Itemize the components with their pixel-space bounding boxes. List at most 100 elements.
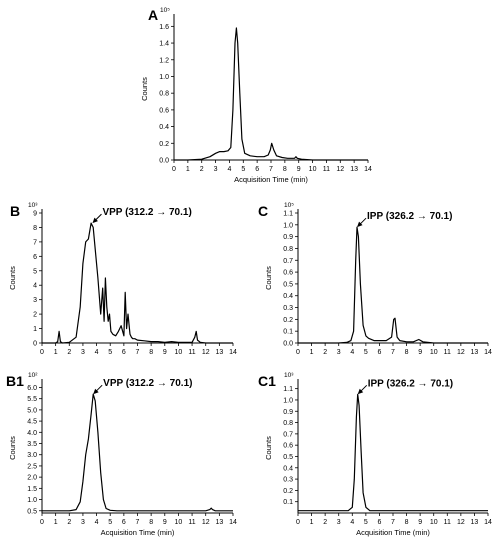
y-tick-label: 6	[33, 254, 37, 261]
y-tick-label: 1.0	[283, 397, 293, 404]
chart-panel-b1: 0 1 2 3 4 5 6 7 8 9 10 11 12 13 140.51.01.52.02.53.03.…	[6, 372, 237, 537]
x-tick-label: 2	[200, 166, 204, 173]
chart-panel-c: 0 1 2 3 4 5 6 7 8 9 10 11 12 13 140.00.10.20.30.40.50.…	[258, 202, 492, 356]
x-tick-label: 3	[81, 349, 85, 356]
y-tick-label: 0.5	[27, 508, 37, 515]
x-tick-label: 7	[391, 519, 395, 526]
annotation-label: VPP (312.2 → 70.1)	[102, 207, 191, 218]
x-tick-label: 9	[163, 519, 167, 526]
x-tick-label: 8	[405, 349, 409, 356]
x-tick-label: 3	[337, 349, 341, 356]
x-tick-label: 4	[227, 166, 231, 173]
x-tick-label: 5	[241, 166, 245, 173]
x-tick-label: 13	[350, 166, 358, 173]
y-tick-label: 1.0	[27, 497, 37, 504]
y-exponent: 10³	[28, 202, 38, 209]
y-tick-label: 0.8	[283, 420, 293, 427]
x-tick-label: 13	[471, 349, 479, 356]
annotation-label: VPP (312.2 → 70.1)	[103, 378, 192, 389]
y-tick-label: 0.6	[159, 107, 169, 114]
y-tick-label: 0.2	[283, 317, 293, 324]
x-tick-label: 1	[310, 349, 314, 356]
y-axis-label: Counts	[8, 266, 17, 290]
y-exponent: 10²	[28, 372, 38, 379]
annotation-arrowhead	[357, 388, 364, 395]
y-tick-label: 0.4	[159, 124, 169, 131]
y-tick-label: 0.2	[283, 488, 293, 495]
x-tick-label: 5	[108, 349, 112, 356]
y-tick-label: 1.5	[27, 486, 37, 493]
x-tick-label: 14	[229, 519, 237, 526]
y-tick-label: 0.9	[283, 409, 293, 416]
x-tick-label: 13	[471, 519, 479, 526]
y-tick-label: 0.2	[159, 141, 169, 148]
y-axis-label: Counts	[8, 436, 17, 460]
x-tick-label: 11	[188, 349, 195, 356]
y-tick-label: 2.0	[27, 475, 37, 482]
x-tick-label: 10	[430, 349, 438, 356]
y-tick-label: 0.5	[283, 454, 293, 461]
y-tick-label: 0.4	[283, 465, 293, 472]
y-tick-label: 1.1	[283, 211, 293, 218]
y-tick-label: 0.3	[283, 305, 293, 312]
y-tick-label: 6.0	[27, 385, 37, 392]
x-tick-label: 12	[336, 166, 344, 173]
y-axis-label: Counts	[264, 436, 273, 460]
x-tick-label: 0	[296, 519, 300, 526]
x-tick-label: 1	[310, 519, 314, 526]
x-tick-label: 13	[215, 519, 223, 526]
x-tick-label: 14	[229, 349, 237, 356]
y-tick-label: 0.4	[283, 293, 293, 300]
chart-panel-c1: 0 1 2 3 4 5 6 7 8 9 10 11 12 13 140.10.20.30.40.50.60.…	[258, 372, 492, 537]
x-tick-label: 8	[283, 166, 287, 173]
x-tick-label: 6	[122, 519, 126, 526]
y-tick-label: 0.3	[283, 477, 293, 484]
y-tick-label: 0.6	[283, 270, 293, 277]
y-tick-label: 0.8	[159, 91, 169, 98]
x-tick-label: 9	[418, 519, 422, 526]
x-tick-label: 4	[350, 519, 354, 526]
x-tick-label: 11	[323, 166, 330, 173]
y-tick-label: 4	[33, 283, 37, 290]
y-tick-label: 1.2	[159, 57, 169, 64]
x-tick-label: 6	[377, 349, 381, 356]
x-tick-label: 2	[67, 349, 71, 356]
y-tick-label: 0	[33, 341, 37, 348]
y-tick-label: 3.5	[27, 441, 37, 448]
y-tick-label: 0.9	[283, 234, 293, 241]
y-tick-label: 5	[33, 268, 37, 275]
x-tick-label: 2	[67, 519, 71, 526]
x-tick-label: 11	[188, 519, 195, 526]
x-tick-label: 9	[297, 166, 301, 173]
x-tick-label: 5	[364, 349, 368, 356]
chromatogram-trace	[298, 226, 488, 344]
y-tick-label: 4.5	[27, 419, 37, 426]
x-tick-label: 0	[40, 519, 44, 526]
x-tick-label: 10	[175, 349, 183, 356]
y-tick-label: 1.0	[159, 74, 169, 81]
x-tick-label: 6	[377, 519, 381, 526]
x-tick-label: 0	[40, 349, 44, 356]
y-axis-label: Counts	[264, 266, 273, 290]
x-tick-label: 14	[484, 519, 492, 526]
y-tick-label: 9	[33, 211, 37, 218]
y-tick-label: 0.7	[283, 258, 293, 265]
x-tick-label: 11	[444, 519, 451, 526]
y-tick-label: 3	[33, 297, 37, 304]
x-tick-label: 1	[54, 349, 58, 356]
x-tick-label: 7	[391, 349, 395, 356]
x-tick-label: 4	[95, 349, 99, 356]
x-tick-label: 3	[337, 519, 341, 526]
y-tick-label: 5.5	[27, 396, 37, 403]
x-tick-label: 6	[122, 349, 126, 356]
y-tick-label: 3.0	[27, 452, 37, 459]
x-axis-label: Acquisition Time (min)	[101, 528, 175, 537]
x-tick-label: 5	[108, 519, 112, 526]
panel-label: C1	[258, 373, 276, 389]
x-tick-label: 10	[175, 519, 183, 526]
y-tick-label: 1.4	[159, 41, 169, 48]
annotation-arrowhead	[357, 221, 363, 228]
chromatogram-trace	[174, 27, 368, 161]
x-tick-label: 7	[269, 166, 273, 173]
